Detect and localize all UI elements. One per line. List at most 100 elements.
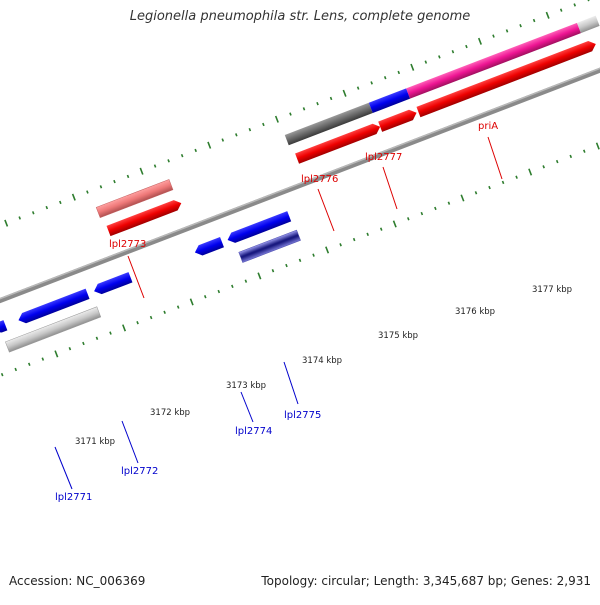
minor-tick xyxy=(383,75,387,80)
minor-tick xyxy=(95,336,99,340)
minor-tick xyxy=(18,216,22,220)
minor-tick xyxy=(407,217,410,221)
minor-tick xyxy=(339,243,342,247)
minor-tick xyxy=(136,321,139,325)
minor-tick xyxy=(203,295,207,299)
minor-tick xyxy=(31,211,35,215)
gene-lpl2774-arrow[interactable] xyxy=(193,236,224,258)
reverse-tick-row xyxy=(0,142,600,377)
minor-tick xyxy=(298,258,302,263)
scale-label: 3173 kbp xyxy=(226,381,266,391)
minor-tick xyxy=(153,164,157,168)
callout-line-lpl2776 xyxy=(317,188,335,232)
gene-lpl2775-arrow[interactable] xyxy=(226,211,292,245)
gene-pria-arrow[interactable] xyxy=(416,39,597,118)
callout-line-pria xyxy=(487,136,503,180)
minor-tick xyxy=(289,112,292,116)
feature-lpl2775-band[interactable] xyxy=(238,229,301,263)
major-tick xyxy=(139,167,144,175)
gene-lpl2772-arrow[interactable] xyxy=(92,272,133,296)
feature-lpl2771-band[interactable] xyxy=(5,306,102,353)
minor-tick xyxy=(542,165,545,169)
feature-next-band[interactable] xyxy=(576,15,600,34)
major-tick xyxy=(274,115,279,123)
minor-tick xyxy=(176,305,180,309)
minor-tick xyxy=(434,206,437,211)
map-title: Legionella pneumophila str. Lens, comple… xyxy=(129,9,471,24)
callout-line-lpl2773 xyxy=(127,255,145,299)
minor-tick xyxy=(505,29,509,33)
gene-lpl2776-arrow[interactable] xyxy=(295,122,382,164)
genome-backbone xyxy=(0,32,600,332)
minor-tick xyxy=(27,362,31,366)
scale-label: 3171 kbp xyxy=(75,437,115,447)
gene-label-lpl2773[interactable]: lpl2773 xyxy=(109,239,146,250)
major-tick xyxy=(545,11,550,19)
minor-tick xyxy=(586,0,590,2)
gene-label-lpl2775[interactable]: lpl2775 xyxy=(284,410,321,421)
minor-tick xyxy=(99,185,103,189)
major-tick xyxy=(189,298,194,306)
gene-lpl2773-arrow[interactable] xyxy=(106,198,184,237)
genome-summary-text: Topology: circular; Length: 3,345,687 bp… xyxy=(261,574,591,588)
minor-tick xyxy=(474,191,478,195)
minor-tick xyxy=(113,179,116,184)
gene-label-pria[interactable]: priA xyxy=(478,121,498,132)
major-tick xyxy=(477,37,482,45)
minor-tick xyxy=(312,253,315,257)
minor-tick xyxy=(532,18,536,23)
major-tick xyxy=(392,220,397,228)
minor-tick xyxy=(217,289,221,294)
feature-lpl2776-band[interactable] xyxy=(284,102,373,146)
minor-tick xyxy=(248,127,252,132)
minor-tick xyxy=(569,154,573,159)
feature-lpl2773-band[interactable] xyxy=(95,179,174,218)
scale-label: 3176 kbp xyxy=(455,307,495,317)
genome-backbone-highlight xyxy=(0,32,600,329)
callout-line-lpl2775 xyxy=(283,361,299,405)
minor-tick xyxy=(221,138,225,142)
minor-tick xyxy=(262,122,265,127)
minor-tick xyxy=(573,3,577,7)
minor-tick xyxy=(451,50,455,54)
gene-label-lpl2771[interactable]: lpl2771 xyxy=(55,492,92,503)
minor-tick xyxy=(194,148,197,153)
major-tick xyxy=(54,350,59,358)
minor-tick xyxy=(370,81,373,85)
gene-lpl2771-arrow[interactable] xyxy=(17,288,90,326)
scale-label: 3174 kbp xyxy=(302,356,342,366)
gene-label-lpl2774[interactable]: lpl2774 xyxy=(235,426,272,437)
minor-tick xyxy=(235,133,238,137)
minor-tick xyxy=(352,237,356,242)
minor-tick xyxy=(167,159,170,163)
minor-tick xyxy=(379,227,383,231)
minor-tick xyxy=(488,185,491,190)
gene-label-lpl2777[interactable]: lpl2777 xyxy=(365,152,402,163)
gene-label-lpl2772[interactable]: lpl2772 xyxy=(121,466,158,477)
minor-tick xyxy=(271,269,275,273)
feature-pria-band[interactable] xyxy=(406,22,581,99)
minor-tick xyxy=(86,190,89,194)
minor-tick xyxy=(329,96,333,101)
forward-tick-row xyxy=(4,0,590,227)
minor-tick xyxy=(501,180,505,185)
major-tick xyxy=(207,141,212,149)
minor-tick xyxy=(555,159,559,164)
gene-partial-arrow[interactable] xyxy=(0,320,8,337)
minor-tick xyxy=(438,55,441,59)
minor-tick xyxy=(149,315,153,320)
feature-lpl2777-band[interactable] xyxy=(368,88,411,114)
callout-line-lpl2774 xyxy=(240,391,254,423)
minor-tick xyxy=(126,174,130,179)
minor-tick xyxy=(244,279,248,283)
minor-tick xyxy=(231,284,234,289)
gene-lpl2777-arrow[interactable] xyxy=(378,108,418,132)
minor-tick xyxy=(424,60,428,64)
map-track xyxy=(0,0,600,377)
major-tick xyxy=(342,89,347,97)
scale-label: 3172 kbp xyxy=(150,408,190,418)
minor-tick xyxy=(180,153,184,158)
gene-label-lpl2776[interactable]: lpl2776 xyxy=(301,174,338,185)
